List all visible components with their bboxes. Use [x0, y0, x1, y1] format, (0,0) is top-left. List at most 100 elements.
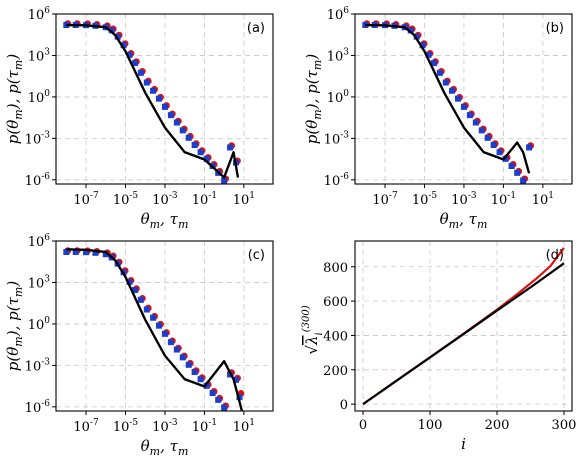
data-point [179, 354, 186, 361]
data-point [526, 144, 533, 151]
data-point [63, 248, 70, 255]
axes-frame [55, 13, 274, 185]
data-point [484, 134, 491, 141]
data-point [143, 79, 150, 86]
data-point [173, 346, 180, 353]
x-tick-label: 10-3 [152, 418, 178, 435]
axes-frame [354, 13, 573, 185]
data-point [514, 169, 521, 176]
y-tick-label: 10-6 [324, 172, 350, 189]
series-line-overlay [365, 23, 531, 174]
x-tick-label: 10-7 [372, 191, 398, 208]
data-point [131, 287, 138, 294]
y-tick-label: 10-6 [25, 399, 51, 416]
data-point [167, 339, 174, 346]
data-point [167, 112, 174, 119]
data-point [197, 376, 204, 383]
panel-label: (b) [546, 21, 564, 36]
data-point [209, 390, 216, 397]
panel-d: 0 100 200 300 0 200 400 600 800 (d) i √λi(300) [301, 240, 577, 453]
data-point [197, 149, 204, 156]
data-point [92, 249, 99, 256]
data-point [436, 69, 443, 76]
y-tick-label: 103 [327, 47, 350, 64]
data-point [83, 249, 90, 256]
y-tick-label: 200 [323, 364, 348, 379]
series-line [362, 262, 565, 406]
data-point [455, 95, 462, 102]
x-tick-label: 10-5 [412, 191, 438, 208]
y-tick-label: 400 [323, 329, 348, 344]
x-tick-label: 101 [233, 191, 255, 208]
y-tick-label: 0 [340, 398, 348, 413]
data-point [520, 177, 527, 184]
data-point [161, 103, 168, 110]
y-tick-label: 10-3 [25, 357, 51, 374]
data-point [508, 163, 515, 170]
y-tick-label: 103 [28, 274, 51, 291]
series-line [66, 23, 240, 179]
y-axis-label: √λi(300) [301, 305, 325, 354]
data-point [137, 69, 144, 76]
data-point [227, 144, 234, 151]
data-point [150, 314, 157, 321]
x-tick-label: 10-5 [113, 418, 139, 435]
x-axis-label: θm, τm [440, 210, 488, 231]
data-point [478, 127, 485, 134]
data-point [114, 33, 121, 40]
panel-label: (d) [546, 248, 564, 263]
y-tick-label: 106 [28, 233, 51, 250]
data-point [203, 155, 210, 162]
plot-area [63, 247, 245, 411]
data-point [413, 33, 420, 40]
x-tick-label: 10-3 [451, 191, 477, 208]
data-point [108, 27, 115, 34]
data-point [126, 51, 133, 58]
panel-c: 10-7 10-5 10-3 10-1 101 10-6 10-3 100 103 106 (c) θ… [4, 233, 274, 458]
y-axis-label: p(θm), p(τm) [4, 54, 25, 145]
data-point [233, 376, 240, 383]
x-axis-label: i [461, 435, 466, 453]
data-point [102, 251, 109, 258]
data-point [150, 87, 157, 94]
x-axis-label: θm, τm [141, 437, 189, 458]
data-point [215, 396, 222, 403]
data-point [126, 278, 133, 285]
data-point [466, 112, 473, 119]
x-tick-label: 100 [418, 418, 443, 433]
x-tick-label: 300 [552, 418, 577, 433]
plot-area [362, 20, 534, 184]
axes-frame [55, 240, 274, 412]
panel-b: 10-7 10-5 10-3 10-1 101 10-6 10-3 100 103 106 (b) θ… [303, 6, 573, 231]
data-point [490, 142, 497, 149]
plot-area [362, 247, 565, 406]
data-point [156, 322, 163, 329]
y-tick-label: 100 [28, 89, 51, 106]
y-tick-label: 10-3 [25, 130, 51, 147]
x-tick-label: 101 [233, 418, 255, 435]
series-line-overlay [66, 248, 244, 411]
panel-label: (a) [247, 21, 265, 36]
data-point [143, 306, 150, 313]
x-tick-label: 10-1 [491, 191, 516, 208]
data-point [407, 27, 414, 34]
data-point [179, 127, 186, 134]
y-tick-label: 800 [323, 261, 348, 276]
data-point [472, 119, 479, 126]
data-point [236, 394, 243, 401]
y-tick-label: 100 [327, 89, 350, 106]
x-tick-label: 0 [359, 418, 367, 433]
x-tick-label: 10-1 [192, 191, 217, 208]
data-point [496, 149, 503, 156]
plot-area [63, 20, 241, 184]
y-tick-label: 106 [327, 6, 350, 23]
series-line [66, 248, 244, 411]
data-point [221, 404, 228, 411]
y-tick-label: 10-6 [25, 172, 51, 189]
data-point [137, 296, 144, 303]
data-point [221, 177, 228, 184]
series-line-overlay [66, 23, 240, 179]
data-point [460, 103, 467, 110]
x-tick-label: 10-1 [192, 418, 217, 435]
